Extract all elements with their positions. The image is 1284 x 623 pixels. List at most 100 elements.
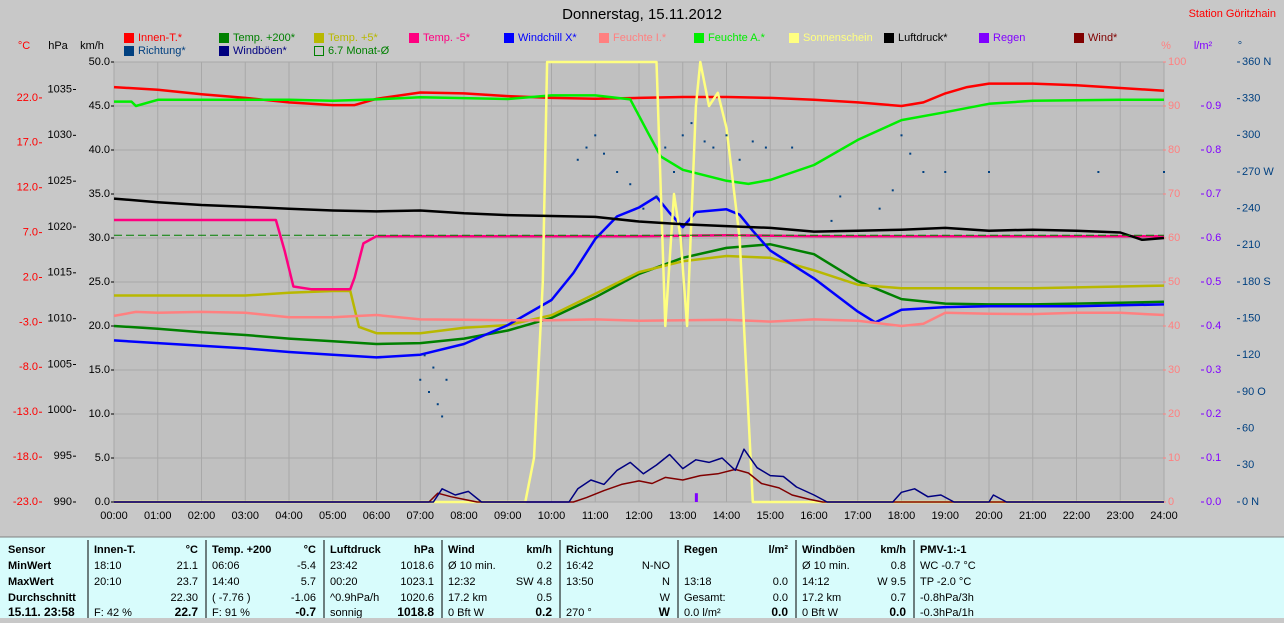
- x-tick-label: 20:00: [975, 510, 1003, 522]
- y-tick-label: 90: [1168, 100, 1180, 112]
- x-tick-label: 15:00: [756, 510, 784, 522]
- y-tick-label: 150: [1242, 313, 1260, 325]
- station-name: Station Göritzhain: [1189, 8, 1276, 20]
- cell-label: 18:10: [94, 560, 122, 572]
- y-tick-label: 10.0: [89, 408, 110, 420]
- legend-swatch: [124, 46, 134, 56]
- cell-value: N: [662, 576, 670, 588]
- cell-value: W: [659, 605, 671, 618]
- series-line: [114, 254, 1165, 335]
- cell-value: -1.06: [291, 592, 316, 604]
- row-label: Durchschnitt: [8, 592, 76, 604]
- x-tick-label: 24:00: [1150, 510, 1178, 522]
- y-tick-label: 2.0: [23, 271, 38, 283]
- row-label: MaxWert: [8, 576, 54, 588]
- x-tick-label: 05:00: [319, 510, 347, 522]
- y-tick-label: 1020: [48, 221, 72, 233]
- direction-point: [764, 146, 767, 149]
- legend-label: Windböen*: [233, 45, 288, 57]
- row-label: 15.11. 23:58: [8, 605, 75, 618]
- x-tick-label: 08:00: [450, 510, 478, 522]
- x-tick-label: 11:00: [582, 510, 609, 522]
- direction-point: [900, 134, 903, 137]
- y-tick-label: 30: [1168, 364, 1180, 376]
- direction-point: [988, 171, 990, 173]
- y-tick-label: -13.0: [13, 406, 38, 418]
- x-tick-label: 02:00: [188, 510, 216, 522]
- y-tick-label: 990: [54, 496, 72, 508]
- y-tick-label: 0.0: [1206, 496, 1221, 508]
- direction-point: [423, 354, 426, 357]
- cell-value: 22.7: [175, 605, 199, 618]
- y-tick-label: -8.0: [19, 361, 38, 373]
- cell-label: 0 Bft W: [802, 607, 839, 618]
- cell-label: F: 42 %: [94, 607, 132, 618]
- x-tick-label: 12:00: [625, 510, 653, 522]
- legend-swatch: [599, 33, 609, 43]
- y-tick-label: 80: [1168, 144, 1180, 156]
- cell-value: -0.7: [295, 605, 316, 618]
- direction-point: [878, 207, 881, 210]
- series-line: [113, 82, 1165, 108]
- legend-label: Innen-T.*: [138, 32, 183, 44]
- x-tick-label: 13:00: [669, 510, 697, 522]
- direction-point: [585, 146, 588, 149]
- y-tick-label: 0.0: [95, 496, 110, 508]
- y-tick-label: 35.0: [89, 188, 110, 200]
- cell-value: 1018.6: [400, 560, 434, 572]
- x-tick-label: 23:00: [1106, 510, 1134, 522]
- x-tick-label: 19:00: [931, 510, 959, 522]
- cell-label: ^0.9hPa/h: [330, 592, 379, 604]
- direction-point: [839, 195, 842, 198]
- y-tick-label: 60: [1168, 232, 1180, 244]
- y-tick-label: 40: [1168, 320, 1180, 332]
- legend-swatch: [219, 46, 229, 56]
- direction-point: [830, 219, 833, 222]
- y-tick-label: 25.0: [89, 276, 110, 288]
- series-line: [113, 243, 1165, 346]
- y-tick-label: 0.8: [1206, 144, 1221, 156]
- cell-label: 14:40: [212, 576, 240, 588]
- cell-value: N-NO: [642, 560, 671, 572]
- y-tick-label: 1015: [48, 267, 72, 279]
- series-line: [114, 448, 1164, 503]
- y-tick-label: 7.0: [23, 227, 38, 239]
- cell-value: 21.1: [177, 560, 198, 572]
- legend-swatch: [124, 33, 134, 43]
- cell-label: 13:50: [566, 576, 594, 588]
- direction-point: [738, 158, 741, 161]
- legend-swatch: [219, 33, 229, 43]
- y-tick-label: 0.2: [1206, 408, 1221, 420]
- x-tick-label: 18:00: [888, 510, 916, 522]
- y-tick-label: 0.4: [1206, 320, 1221, 332]
- x-tick-label: 09:00: [494, 510, 522, 522]
- y-tick-label: 1000: [48, 404, 72, 416]
- direction-point: [629, 183, 632, 186]
- stats-panel: [0, 537, 1284, 618]
- y-tick-label: 50.0: [89, 56, 110, 68]
- x-tick-label: 00:00: [100, 510, 128, 522]
- group-title: Regen: [684, 544, 718, 556]
- y-tick-label: 1035: [48, 83, 72, 95]
- direction-point: [909, 152, 912, 155]
- direction-point: [441, 415, 444, 418]
- cell-label: 270 °: [566, 607, 592, 618]
- legend-label: Richtung*: [138, 45, 186, 57]
- axis-unit: l/m²: [1194, 40, 1213, 52]
- y-tick-label: 0.1: [1206, 452, 1221, 464]
- legend-label: Regen: [993, 32, 1025, 44]
- cell-value: 0.0: [771, 605, 788, 618]
- y-tick-label: 1025: [48, 175, 72, 187]
- cell-label: WC -0.7 °C: [920, 560, 976, 572]
- y-tick-label: 0: [1168, 496, 1174, 508]
- direction-point: [594, 134, 597, 137]
- axis-unit: %: [1161, 40, 1171, 52]
- cell-label: Ø 10 min.: [802, 560, 850, 572]
- group-unit: km/h: [880, 544, 906, 556]
- cell-label: 0.0 l/m²: [684, 607, 721, 618]
- legend-label: Temp. +5*: [328, 32, 379, 44]
- cell-value: 0.2: [537, 560, 552, 572]
- y-tick-label: -23.0: [13, 496, 38, 508]
- legend-swatch: [979, 33, 989, 43]
- cell-label: -0.3hPa/1h: [920, 607, 974, 618]
